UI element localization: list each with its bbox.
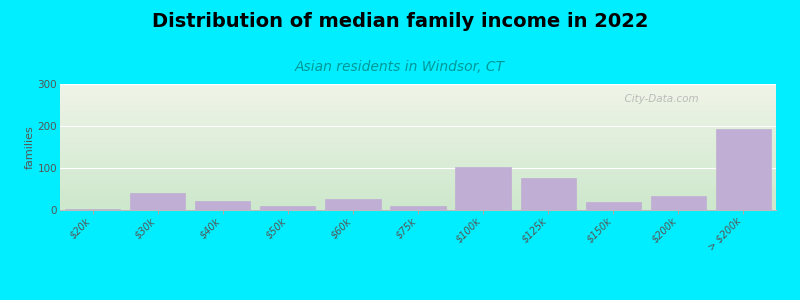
- Bar: [260, 206, 315, 210]
- Bar: [586, 202, 641, 210]
- Text: Asian residents in Windsor, CT: Asian residents in Windsor, CT: [295, 60, 505, 74]
- Bar: [390, 206, 446, 210]
- Bar: [326, 199, 381, 210]
- Bar: [521, 178, 576, 210]
- Bar: [716, 129, 771, 210]
- Bar: [130, 193, 186, 210]
- Bar: [650, 196, 706, 210]
- Text: Distribution of median family income in 2022: Distribution of median family income in …: [152, 12, 648, 31]
- Bar: [455, 167, 510, 210]
- Bar: [195, 201, 250, 210]
- Y-axis label: families: families: [25, 125, 35, 169]
- Bar: [65, 209, 120, 210]
- Text: City-Data.com: City-Data.com: [618, 94, 699, 104]
